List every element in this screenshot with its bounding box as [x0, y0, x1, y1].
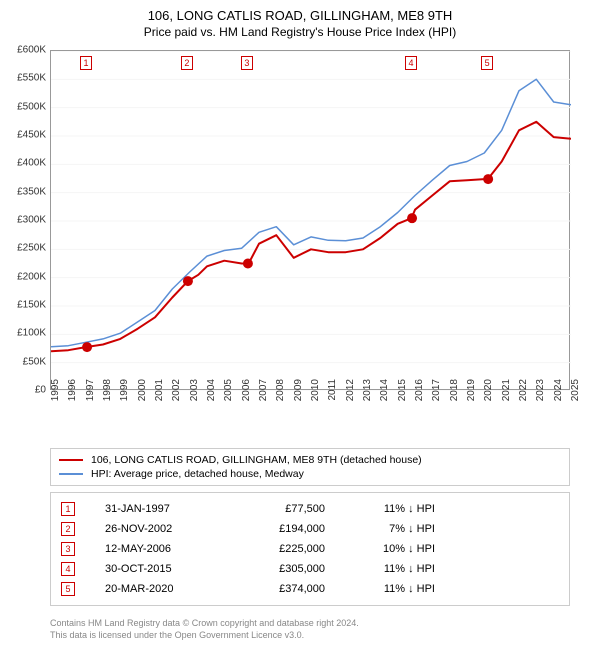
x-tick-label: 2024 [553, 379, 564, 409]
chart-svg [51, 51, 571, 391]
x-tick-label: 2022 [518, 379, 529, 409]
x-tick-label: 1999 [119, 379, 130, 409]
sale-price: £374,000 [245, 583, 325, 595]
x-tick-label: 2012 [345, 379, 356, 409]
sale-marker-1: 1 [80, 56, 92, 70]
legend-item: HPI: Average price, detached house, Medw… [59, 467, 561, 481]
x-tick-label: 2010 [310, 379, 321, 409]
x-tick-label: 1998 [102, 379, 113, 409]
sale-marker-2: 2 [181, 56, 193, 70]
sale-hpi-diff: 7% ↓ HPI [355, 523, 435, 535]
sale-marker-4: 4 [405, 56, 417, 70]
legend-label: 106, LONG CATLIS ROAD, GILLINGHAM, ME8 9… [91, 454, 422, 466]
footer-line-1: Contains HM Land Registry data © Crown c… [50, 618, 359, 630]
plot-region [50, 50, 570, 390]
sale-marker-5: 5 [481, 56, 493, 70]
sale-hpi-diff: 11% ↓ HPI [355, 503, 435, 515]
legend-item: 106, LONG CATLIS ROAD, GILLINGHAM, ME8 9… [59, 453, 561, 467]
y-tick-label: £250K [6, 243, 46, 254]
sale-price: £225,000 [245, 543, 325, 555]
chart-area: £0£50K£100K£150K£200K£250K£300K£350K£400… [50, 50, 570, 410]
y-tick-label: £550K [6, 73, 46, 84]
chart-subtitle: Price paid vs. HM Land Registry's House … [0, 23, 600, 39]
x-tick-label: 2002 [171, 379, 182, 409]
sale-row: 5 20-MAR-2020 £374,000 11% ↓ HPI [61, 579, 559, 599]
sale-row: 3 12-MAY-2006 £225,000 10% ↓ HPI [61, 539, 559, 559]
x-tick-label: 1997 [85, 379, 96, 409]
x-tick-label: 2007 [258, 379, 269, 409]
sale-hpi-diff: 11% ↓ HPI [355, 583, 435, 595]
sale-date: 12-MAY-2006 [105, 543, 215, 555]
title-block: 106, LONG CATLIS ROAD, GILLINGHAM, ME8 9… [0, 0, 600, 39]
x-tick-label: 2000 [137, 379, 148, 409]
x-tick-label: 1996 [67, 379, 78, 409]
x-tick-label: 2017 [431, 379, 442, 409]
y-tick-label: £500K [6, 101, 46, 112]
y-tick-label: £600K [6, 45, 46, 56]
x-tick-label: 2021 [501, 379, 512, 409]
x-tick-label: 2004 [206, 379, 217, 409]
sale-number-badge: 2 [61, 522, 75, 536]
sale-price: £77,500 [245, 503, 325, 515]
x-tick-label: 2005 [223, 379, 234, 409]
x-tick-label: 2006 [241, 379, 252, 409]
sale-hpi-diff: 10% ↓ HPI [355, 543, 435, 555]
x-tick-label: 2014 [379, 379, 390, 409]
sale-row: 4 30-OCT-2015 £305,000 11% ↓ HPI [61, 559, 559, 579]
legend-label: HPI: Average price, detached house, Medw… [91, 468, 304, 480]
sale-number-badge: 4 [61, 562, 75, 576]
sale-number-badge: 5 [61, 582, 75, 596]
y-tick-label: £0 [6, 385, 46, 396]
y-tick-label: £50K [6, 356, 46, 367]
sale-row: 2 26-NOV-2002 £194,000 7% ↓ HPI [61, 519, 559, 539]
footer-attribution: Contains HM Land Registry data © Crown c… [50, 618, 359, 641]
y-tick-label: £300K [6, 215, 46, 226]
x-tick-label: 2023 [535, 379, 546, 409]
y-tick-label: £100K [6, 328, 46, 339]
x-tick-label: 2003 [189, 379, 200, 409]
y-tick-label: £350K [6, 186, 46, 197]
chart-container: 106, LONG CATLIS ROAD, GILLINGHAM, ME8 9… [0, 0, 600, 650]
x-tick-label: 2025 [570, 379, 581, 409]
sale-row: 1 31-JAN-1997 £77,500 11% ↓ HPI [61, 499, 559, 519]
x-tick-label: 2020 [483, 379, 494, 409]
y-tick-label: £450K [6, 130, 46, 141]
sales-table: 1 31-JAN-1997 £77,500 11% ↓ HPI 2 26-NOV-2002… [50, 492, 570, 606]
x-tick-label: 2013 [362, 379, 373, 409]
legend: 106, LONG CATLIS ROAD, GILLINGHAM, ME8 9… [50, 448, 570, 486]
y-tick-label: £200K [6, 271, 46, 282]
sale-date: 26-NOV-2002 [105, 523, 215, 535]
x-tick-label: 2011 [327, 379, 338, 409]
sale-date: 30-OCT-2015 [105, 563, 215, 575]
y-tick-label: £150K [6, 300, 46, 311]
sale-number-badge: 1 [61, 502, 75, 516]
x-tick-label: 2019 [466, 379, 477, 409]
chart-title: 106, LONG CATLIS ROAD, GILLINGHAM, ME8 9… [0, 8, 600, 23]
sale-marker-3: 3 [241, 56, 253, 70]
sale-price: £305,000 [245, 563, 325, 575]
legend-swatch [59, 473, 83, 475]
y-tick-label: £400K [6, 158, 46, 169]
x-tick-label: 2018 [449, 379, 460, 409]
footer-line-2: This data is licensed under the Open Gov… [50, 630, 359, 642]
x-tick-label: 2008 [275, 379, 286, 409]
sale-date: 31-JAN-1997 [105, 503, 215, 515]
sale-date: 20-MAR-2020 [105, 583, 215, 595]
sale-hpi-diff: 11% ↓ HPI [355, 563, 435, 575]
x-tick-label: 1995 [50, 379, 61, 409]
x-tick-label: 2009 [293, 379, 304, 409]
x-tick-label: 2016 [414, 379, 425, 409]
sale-number-badge: 3 [61, 542, 75, 556]
x-tick-label: 2015 [397, 379, 408, 409]
x-tick-label: 2001 [154, 379, 165, 409]
sale-price: £194,000 [245, 523, 325, 535]
legend-swatch [59, 459, 83, 461]
